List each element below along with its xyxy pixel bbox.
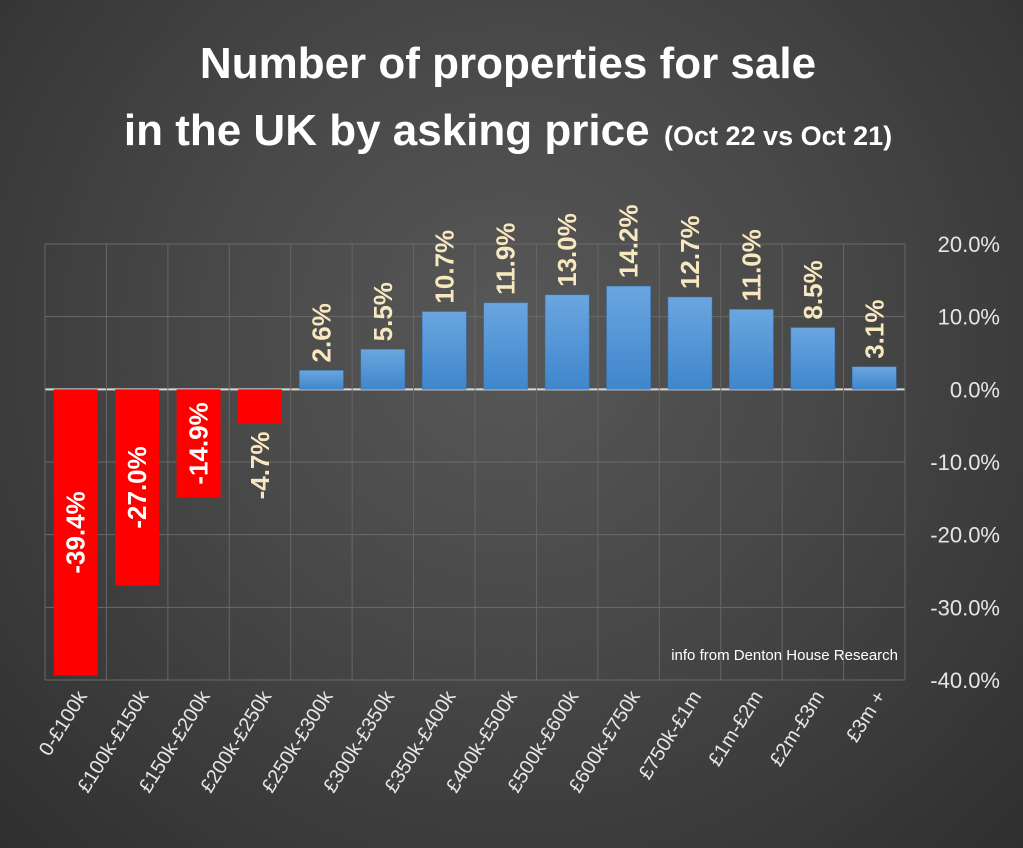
bar [360,349,406,390]
x-tick-label: 0-£100k [35,686,92,760]
y-tick-label: 10.0% [938,305,1000,330]
gridlines [44,243,906,681]
bar [53,389,98,676]
data-label: 8.5% [798,260,828,319]
bar [238,389,282,424]
x-tick-label: £3m + [842,687,890,746]
source-annotation: info from Denton House Research [671,647,898,664]
data-label: -14.9% [184,402,214,484]
y-tick-label: 20.0% [938,232,1000,257]
chart-title-line1: Number of properties for sale [200,39,816,88]
x-tick-label: £750k-£1m [635,687,707,784]
data-label: 5.5% [368,282,398,341]
bar [299,370,344,390]
x-tick-label: £2m-£3m [766,687,829,770]
data-label: 2.6% [306,303,336,362]
data-label: -39.4% [61,491,91,573]
data-label: 13.0% [552,213,582,287]
y-axis: 20.0% 10.0% 0.0% -10.0% -20.0% -30.0% -40.0% [930,232,1000,693]
data-label: -4.7% [245,431,275,499]
bars [53,285,897,676]
x-tick-label: £1m-£2m [704,687,767,770]
data-label: 3.1% [859,300,889,359]
bar [852,366,897,390]
data-label: 11.9% [491,223,521,295]
bar [729,309,774,390]
y-tick-label: -40.0% [930,668,1000,693]
chart-title-line2-text: in the UK by asking price [124,106,650,155]
chart-subtitle: (Oct 22 vs Oct 21) [664,121,892,151]
bar [606,285,651,390]
bar [483,302,528,390]
bar [176,389,221,498]
data-label: -27.0% [122,446,152,528]
y-tick-label: -20.0% [930,523,1000,548]
bar [115,389,160,586]
data-label: 11.0% [736,229,766,301]
x-axis: 0-£100k£100k-£150k£150k-£200k£200k-£250k… [35,686,891,797]
bar [544,294,590,390]
data-label: 12.7% [675,215,705,289]
chart-title-line2: in the UK by asking price (Oct 22 vs Oct… [124,106,892,155]
y-tick-label: -10.0% [930,450,1000,475]
y-tick-label: 0.0% [950,377,1000,402]
bar [422,311,467,390]
data-label: 14.2% [614,204,644,278]
bar [790,327,836,390]
data-label: 10.7% [429,230,459,304]
bar [667,296,713,390]
data-labels: -39.4% -27.0% -14.9% -4.7% 2.6% 5.5% 10.7% 11.9… [61,204,890,573]
y-tick-label: -30.0% [930,595,1000,620]
